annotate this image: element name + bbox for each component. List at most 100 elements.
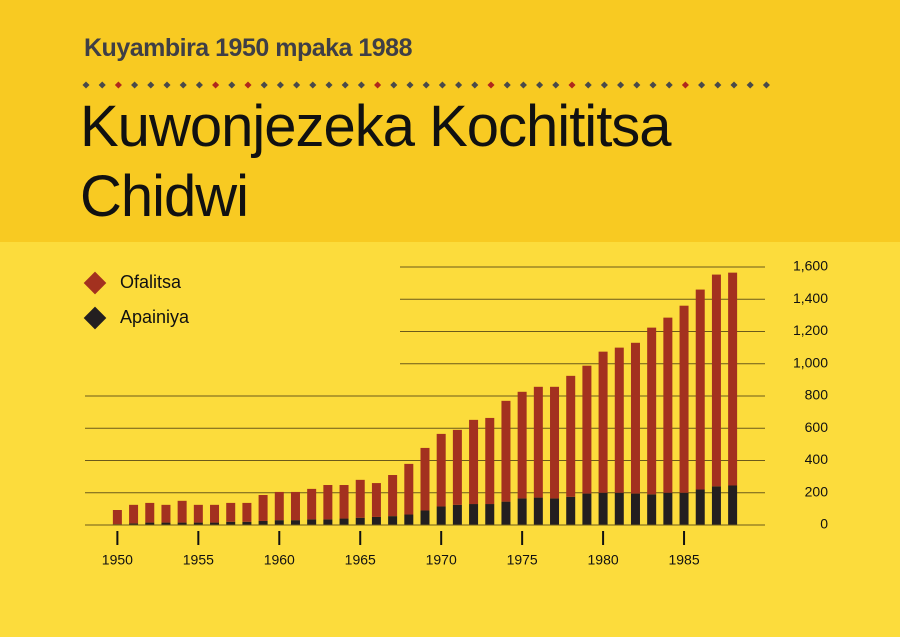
decor-diamond <box>276 81 284 89</box>
decor-diamond <box>309 81 317 89</box>
bar <box>145 502 155 523</box>
bar <box>290 520 300 525</box>
bar <box>404 514 414 525</box>
bar <box>436 433 446 507</box>
header-band <box>0 0 900 242</box>
bar <box>307 488 317 520</box>
bar <box>274 491 284 521</box>
legend-swatch <box>83 306 107 330</box>
y-tick-label: 800 <box>805 387 829 403</box>
bar <box>695 489 705 525</box>
decor-diamond <box>260 81 268 89</box>
bar <box>485 504 495 525</box>
y-tick-label: 600 <box>805 419 829 435</box>
decor-diamond <box>195 81 203 89</box>
decor-diamond <box>293 81 301 89</box>
bar <box>598 492 608 525</box>
y-tick-label: 0 <box>820 516 828 532</box>
bar <box>614 347 624 493</box>
bar <box>485 417 495 505</box>
y-tick-label: 1,200 <box>793 322 828 338</box>
bar <box>258 520 268 525</box>
x-tick-label: 1960 <box>264 552 295 568</box>
decor-diamond <box>325 81 333 89</box>
bar <box>388 475 398 517</box>
bar <box>550 498 560 525</box>
y-tick-label: 400 <box>805 451 829 467</box>
decor-diamond <box>98 81 106 89</box>
bar <box>371 483 381 517</box>
decor-diamond <box>762 81 770 89</box>
decor-diamond <box>179 81 187 89</box>
decor-diamond <box>600 81 608 89</box>
decor-diamond <box>698 81 706 89</box>
decor-diamond <box>341 81 349 89</box>
bar <box>598 351 608 493</box>
bar <box>388 516 398 525</box>
decor-diamond <box>730 81 738 89</box>
decor-diamond <box>471 81 479 89</box>
bar <box>161 522 171 525</box>
bar <box>242 502 252 522</box>
bar <box>210 522 220 525</box>
bar <box>452 504 462 525</box>
decor-diamond <box>552 81 560 89</box>
bar <box>307 519 317 525</box>
decor-diamond <box>228 81 236 89</box>
bar <box>647 494 657 525</box>
x-tick-label: 1965 <box>345 552 376 568</box>
bar <box>728 485 738 525</box>
bar <box>469 419 479 505</box>
bar <box>420 510 430 525</box>
bar <box>711 274 721 487</box>
decor-diamond <box>406 81 414 89</box>
bar <box>614 492 624 525</box>
decor-diamond <box>519 81 527 89</box>
bar <box>193 522 203 525</box>
bar <box>355 517 365 525</box>
bar <box>550 386 560 499</box>
decor-diamond <box>617 81 625 89</box>
decor-diamond <box>438 81 446 89</box>
x-tick-label: 1950 <box>102 552 133 568</box>
decor-diamond <box>244 81 252 89</box>
bar <box>728 272 738 486</box>
bar <box>501 501 511 525</box>
bar <box>129 523 139 525</box>
bar <box>355 479 365 518</box>
bar <box>177 500 187 523</box>
decor-diamond <box>746 81 754 89</box>
bar <box>501 400 511 502</box>
x-tick-label: 1970 <box>426 552 457 568</box>
legend-swatch <box>83 271 107 295</box>
bar <box>226 521 236 525</box>
decor-diamond <box>714 81 722 89</box>
bar <box>371 516 381 525</box>
bar <box>193 504 203 523</box>
bar <box>582 493 592 525</box>
legend-label: Ofalitsa <box>120 272 182 292</box>
decor-diamond <box>665 81 673 89</box>
bar <box>582 365 592 494</box>
bar <box>533 497 543 525</box>
decor-diamond <box>681 81 689 89</box>
decor-diamond <box>212 81 220 89</box>
x-tick-label: 1985 <box>668 552 699 568</box>
bar <box>258 495 268 521</box>
bar <box>323 485 333 520</box>
decor-diamond <box>131 81 139 89</box>
decor-diamond <box>390 81 398 89</box>
bar <box>695 289 705 490</box>
decor-diamond <box>422 81 430 89</box>
bar <box>129 504 139 524</box>
bar <box>647 327 657 495</box>
decor-diamond <box>147 81 155 89</box>
x-tick-label: 1955 <box>183 552 214 568</box>
bar <box>566 375 576 497</box>
bar <box>517 498 527 525</box>
bar <box>290 491 300 521</box>
y-tick-label: 1,400 <box>793 290 828 306</box>
bar <box>679 492 689 525</box>
bar <box>145 522 155 525</box>
